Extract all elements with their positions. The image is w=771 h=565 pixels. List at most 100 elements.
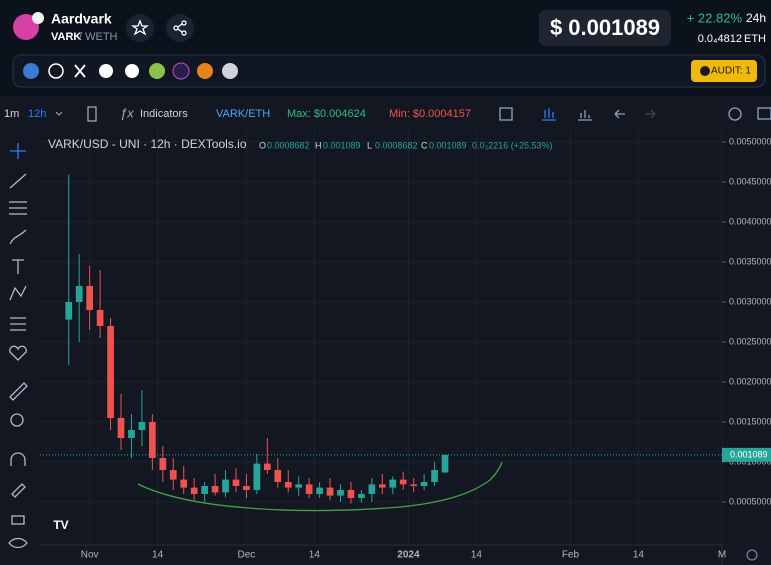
link-icon[interactable] (125, 64, 139, 78)
x-tick-label: Feb (562, 550, 580, 561)
max-price: Max: $0.004624 (287, 108, 366, 120)
badge (32, 12, 44, 24)
star-icon (131, 19, 149, 36)
tv-logo (50, 515, 72, 537)
share-button[interactable] (166, 14, 194, 42)
x-tick-label: 2024 (397, 550, 420, 561)
axis-settings-icon[interactable] (746, 549, 758, 561)
token-avatar (13, 14, 39, 40)
candle-body (274, 470, 282, 482)
text-tool[interactable] (12, 259, 24, 274)
audit-button[interactable] (691, 60, 757, 82)
legend-value: 0.001089 (323, 140, 361, 150)
pair-button[interactable]: VARK/ETH (216, 108, 270, 120)
candle-body (358, 494, 365, 498)
candle-body (389, 479, 397, 488)
candle-body (263, 463, 271, 470)
y-tick-label: 0.0050000 (729, 136, 771, 146)
prediction-tool[interactable] (10, 317, 26, 331)
candle-body (75, 286, 83, 302)
candle-type-icon[interactable] (87, 106, 97, 122)
candle-body (65, 302, 73, 320)
y-tick-label: 0.0035000 (729, 256, 771, 266)
candle-body (378, 484, 386, 488)
hide-tool[interactable] (8, 537, 28, 549)
candle-body (420, 482, 428, 486)
legend-value: 0.0008682 (267, 140, 310, 150)
camera-icon[interactable] (757, 107, 771, 120)
pattern-tool[interactable] (9, 285, 27, 301)
link-icon[interactable] (197, 63, 213, 79)
redo-icon[interactable] (645, 109, 656, 119)
candle-body (368, 484, 376, 494)
candle-body (326, 487, 334, 496)
magnet-tool[interactable] (10, 452, 26, 466)
candle-body (399, 479, 407, 485)
legend-change: 0.0₃2216 (+25.53%) (472, 140, 552, 150)
settings-icon[interactable] (728, 107, 742, 121)
chart-icon[interactable] (578, 110, 592, 121)
measure-tool[interactable] (9, 382, 28, 401)
legend-key: L (367, 140, 372, 150)
interval[interactable]: 1m (4, 108, 19, 120)
link-icon[interactable] (48, 63, 64, 79)
fullscreen-icon[interactable] (499, 107, 513, 121)
y-tick-label: 0.0015000 (729, 416, 771, 426)
candle-body (190, 487, 198, 494)
fib-tool[interactable] (9, 201, 27, 215)
eth-price: 0.0₄4812 (698, 33, 742, 45)
candle-body (337, 490, 344, 496)
y-tick-label: 0.0030000 (729, 296, 771, 306)
lock-draw-tool[interactable] (11, 483, 26, 498)
favorite-button[interactable] (126, 14, 154, 42)
link-icon[interactable] (23, 63, 39, 79)
brush-tool[interactable] (9, 229, 27, 245)
candle-body (180, 479, 188, 488)
plot-area (40, 130, 722, 545)
toolbar-bg (0, 96, 771, 130)
link-icon[interactable] (74, 64, 86, 78)
x-tick-label: 14 (152, 550, 164, 561)
link-icon[interactable] (222, 63, 238, 79)
chart-title: VARK/USD - UNI · 12h · DEXTools.io (48, 137, 247, 151)
tv-logo-text: TV (53, 518, 68, 532)
zoom-tool[interactable] (10, 413, 24, 427)
candle-body (305, 484, 313, 494)
x-tick-label: 14 (633, 550, 645, 561)
token-name: Aardvark (51, 11, 112, 27)
x-tick-label: M (718, 550, 726, 561)
links-bar (12, 54, 766, 88)
chart-icon[interactable] (542, 108, 556, 121)
lock-tool[interactable] (11, 515, 25, 525)
candle-body (232, 479, 240, 486)
candle-body (347, 490, 355, 498)
candle-body (316, 487, 323, 494)
link-icon[interactable] (172, 62, 190, 80)
icon-tool[interactable] (9, 345, 27, 361)
link-icon[interactable] (99, 64, 113, 78)
drawing-tools (8, 143, 28, 549)
cursor-tool[interactable] (10, 143, 26, 159)
candle-body (117, 418, 125, 438)
share-icon (173, 20, 187, 36)
undo-icon[interactable] (614, 109, 625, 119)
candle-body (410, 484, 418, 486)
link-icon[interactable] (149, 63, 165, 79)
candle-body (86, 286, 93, 310)
price-change: + 22.82% (687, 10, 743, 25)
price: $ 0.001089 (550, 15, 660, 40)
candle-body (284, 482, 292, 488)
candle-body (159, 458, 167, 470)
y-tick-label: 0.0025000 (729, 336, 771, 346)
legend-key: O (259, 140, 266, 150)
legend-key: C (421, 140, 428, 150)
candle-body (169, 470, 177, 480)
indicators-button[interactable]: Indicators (140, 108, 188, 120)
token-symbol: VARK (51, 31, 81, 43)
candle-body (295, 484, 303, 488)
interval[interactable]: 12h (28, 108, 46, 120)
candle-body (96, 310, 104, 326)
drawing-toolbar (0, 130, 40, 565)
line-tool[interactable] (9, 173, 27, 189)
